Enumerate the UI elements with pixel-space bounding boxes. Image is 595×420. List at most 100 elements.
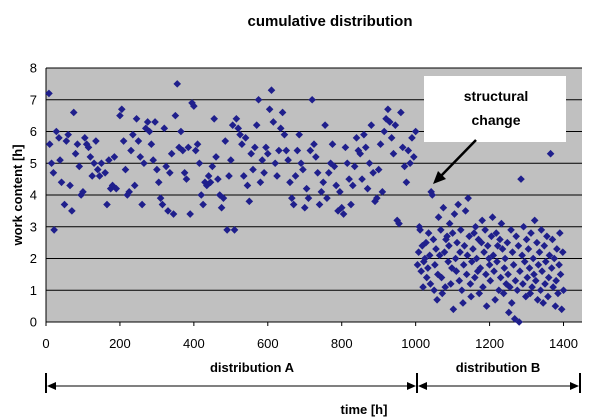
- data-point: [297, 159, 305, 168]
- data-point: [487, 232, 496, 241]
- data-point: [195, 159, 204, 168]
- data-point: [459, 261, 468, 269]
- data-point: [349, 181, 357, 190]
- data-point: [324, 168, 333, 177]
- data-point: [49, 168, 58, 177]
- data-point: [373, 194, 381, 202]
- data-point: [291, 172, 300, 180]
- data-point: [488, 213, 497, 222]
- range-b-arrow-left: [418, 382, 427, 390]
- data-point: [121, 165, 130, 174]
- data-point: [414, 248, 423, 256]
- data-point: [378, 188, 387, 196]
- data-point: [300, 203, 309, 212]
- data-point: [450, 210, 459, 218]
- data-point: [193, 140, 202, 148]
- data-point: [385, 118, 394, 126]
- data-point: [448, 264, 456, 272]
- data-point: [455, 276, 464, 285]
- data-point: [533, 295, 542, 304]
- data-point: [459, 299, 467, 307]
- data-point: [293, 146, 302, 155]
- data-point: [496, 235, 504, 244]
- data-point: [398, 143, 407, 152]
- data-point: [304, 194, 313, 202]
- data-point: [166, 168, 174, 177]
- data-point: [506, 283, 514, 291]
- data-point: [321, 121, 329, 129]
- data-point: [116, 111, 124, 120]
- data-point: [47, 159, 56, 168]
- data-point: [422, 238, 430, 247]
- y-tick-label: 6: [30, 124, 37, 139]
- data-point: [275, 146, 283, 155]
- data-point: [265, 105, 274, 114]
- range-a-label: distribution A: [210, 360, 295, 375]
- x-tick-label: 600: [257, 336, 279, 351]
- data-point: [427, 188, 435, 196]
- data-point: [210, 115, 218, 123]
- data-point: [50, 226, 58, 234]
- data-point: [522, 292, 530, 301]
- data-point: [214, 175, 222, 183]
- data-point: [492, 229, 501, 237]
- data-point: [406, 159, 414, 168]
- data-point: [206, 178, 215, 187]
- data-point: [190, 102, 198, 110]
- data-point: [437, 273, 446, 282]
- data-point: [522, 235, 531, 244]
- data-point: [391, 121, 400, 129]
- data-point: [252, 121, 261, 129]
- data-point: [147, 140, 156, 148]
- data-point: [249, 165, 257, 174]
- data-point: [308, 95, 316, 104]
- data-point: [276, 124, 285, 133]
- data-point: [408, 134, 416, 142]
- data-point: [341, 143, 350, 152]
- data-point: [518, 251, 526, 260]
- range-a-arrow-right: [407, 382, 416, 390]
- data-point: [280, 130, 289, 139]
- x-tick-label: 1000: [401, 336, 430, 351]
- data-point: [269, 118, 278, 126]
- data-point: [471, 273, 479, 282]
- data-point: [468, 257, 476, 266]
- data-point: [419, 283, 427, 291]
- data-point: [445, 242, 453, 250]
- y-tick-label: 3: [30, 219, 37, 234]
- data-point: [105, 156, 113, 164]
- y-tick-label: 0: [30, 315, 37, 330]
- data-point: [154, 178, 163, 187]
- data-point: [442, 235, 450, 244]
- data-point: [110, 153, 119, 161]
- data-point: [313, 168, 322, 177]
- range-b-label: distribution B: [456, 360, 541, 375]
- data-point: [71, 149, 80, 158]
- data-point: [451, 254, 460, 263]
- data-point: [526, 289, 535, 298]
- data-point: [446, 280, 455, 288]
- data-point: [489, 251, 498, 260]
- data-point: [123, 191, 132, 199]
- data-point: [260, 168, 268, 177]
- data-point: [380, 127, 389, 136]
- data-point: [238, 140, 246, 148]
- data-point: [134, 137, 143, 145]
- data-point: [430, 286, 438, 295]
- data-point: [350, 162, 359, 171]
- data-point: [90, 159, 98, 168]
- data-point: [516, 267, 524, 275]
- data-point: [538, 267, 546, 275]
- data-point: [410, 153, 418, 161]
- data-point: [173, 80, 182, 88]
- data-point: [416, 226, 424, 234]
- data-point: [497, 219, 506, 228]
- data-point: [367, 121, 376, 129]
- data-point: [509, 261, 518, 269]
- data-point: [328, 140, 337, 148]
- data-point: [530, 270, 538, 279]
- data-point: [69, 108, 78, 117]
- data-point: [208, 162, 217, 171]
- data-point: [478, 216, 486, 225]
- data-point: [262, 143, 270, 152]
